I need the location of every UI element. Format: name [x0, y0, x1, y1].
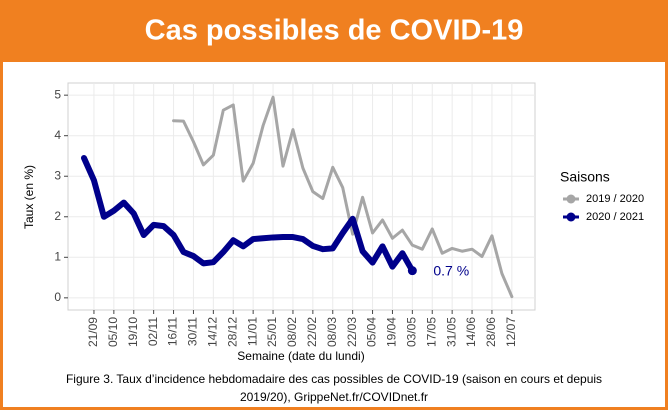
y-tick-label: 4 — [54, 128, 61, 142]
y-tick-label: 0 — [54, 290, 61, 304]
header-title: Cas possibles de COVID-19 — [145, 15, 524, 47]
y-tick-label: 1 — [54, 249, 61, 263]
x-tick-label: 30/11 — [186, 317, 200, 346]
x-tick-label: 08/02 — [285, 317, 299, 347]
y-tick-label: 5 — [54, 87, 61, 101]
legend-title: Saisons — [560, 169, 610, 185]
x-tick-label: 03/05 — [405, 317, 419, 347]
x-tick-label: 02/11 — [146, 317, 160, 346]
x-tick-label: 14/06 — [464, 317, 478, 347]
x-tick-label: 28/12 — [225, 317, 239, 347]
x-tick-label: 17/05 — [424, 317, 438, 347]
x-tick-label: 05/04 — [365, 317, 379, 347]
x-tick-label: 19/04 — [385, 317, 399, 347]
x-tick-label: 08/03 — [325, 317, 339, 347]
caption: Figure 3. Taux d’incidence hebdomadaire … — [66, 372, 602, 386]
legend-swatch — [566, 212, 576, 222]
x-tick-label: 22/03 — [345, 317, 359, 347]
x-tick-label: 31/05 — [444, 317, 458, 347]
x-tick-label: 12/07 — [504, 317, 518, 347]
end-point — [407, 266, 417, 276]
annotation: 0.7 % — [433, 262, 469, 278]
y-axis-label: Taux (en %) — [22, 165, 36, 229]
x-tick-label: 28/06 — [484, 317, 498, 347]
series-line — [172, 95, 514, 299]
plot-panel — [67, 82, 536, 311]
x-tick-label: 16/11 — [166, 317, 180, 346]
legend-label: 2020 / 2021 — [586, 211, 644, 223]
y-tick-label: 2 — [54, 209, 61, 223]
x-axis-label: Semaine (date du lundi) — [237, 349, 364, 363]
x-tick-label: 25/01 — [265, 317, 279, 347]
legend-label: 2019 / 2020 — [586, 193, 644, 205]
x-tick-label: 21/09 — [86, 317, 100, 347]
x-tick-label: 11/01 — [245, 317, 259, 346]
legend-swatch — [566, 194, 576, 204]
x-tick-label: 22/02 — [305, 317, 319, 347]
y-tick-label: 3 — [54, 168, 61, 182]
x-tick-label: 19/10 — [126, 317, 140, 347]
x-tick-label: 14/12 — [206, 317, 220, 347]
series-line — [81, 154, 416, 274]
header-bar — [0, 0, 668, 62]
caption: 2019/20), GrippeNet.fr/COVIDnet.fr — [240, 390, 428, 404]
x-tick-label: 05/10 — [106, 317, 120, 347]
